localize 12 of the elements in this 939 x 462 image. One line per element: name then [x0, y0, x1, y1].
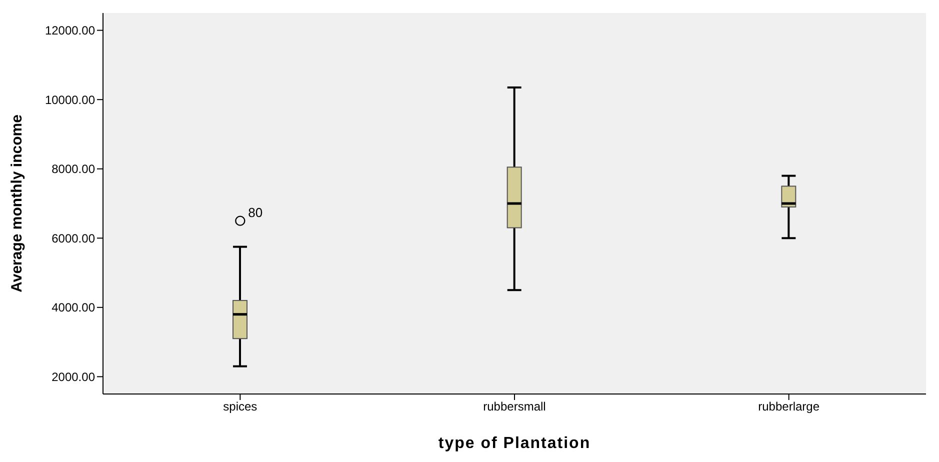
annotation: 80: [248, 204, 263, 220]
y-tick-label: 12000.00: [44, 24, 96, 38]
x-tick-label: spices: [223, 400, 258, 414]
x-tick-label: rubberlarge: [758, 400, 820, 414]
x-axis-title: type of Plantation: [438, 435, 591, 452]
y-tick-label: 2000.00: [52, 370, 96, 384]
y-tick-label: 4000.00: [52, 300, 96, 315]
y-tick-label: 10000.00: [44, 92, 96, 107]
x-tick-label: rubbersmall: [483, 400, 546, 414]
y-tick-label: 8000.00: [52, 162, 96, 176]
y-tick-label: 6000.00: [52, 231, 96, 246]
y-axis-title: Average monthly income: [8, 114, 26, 292]
